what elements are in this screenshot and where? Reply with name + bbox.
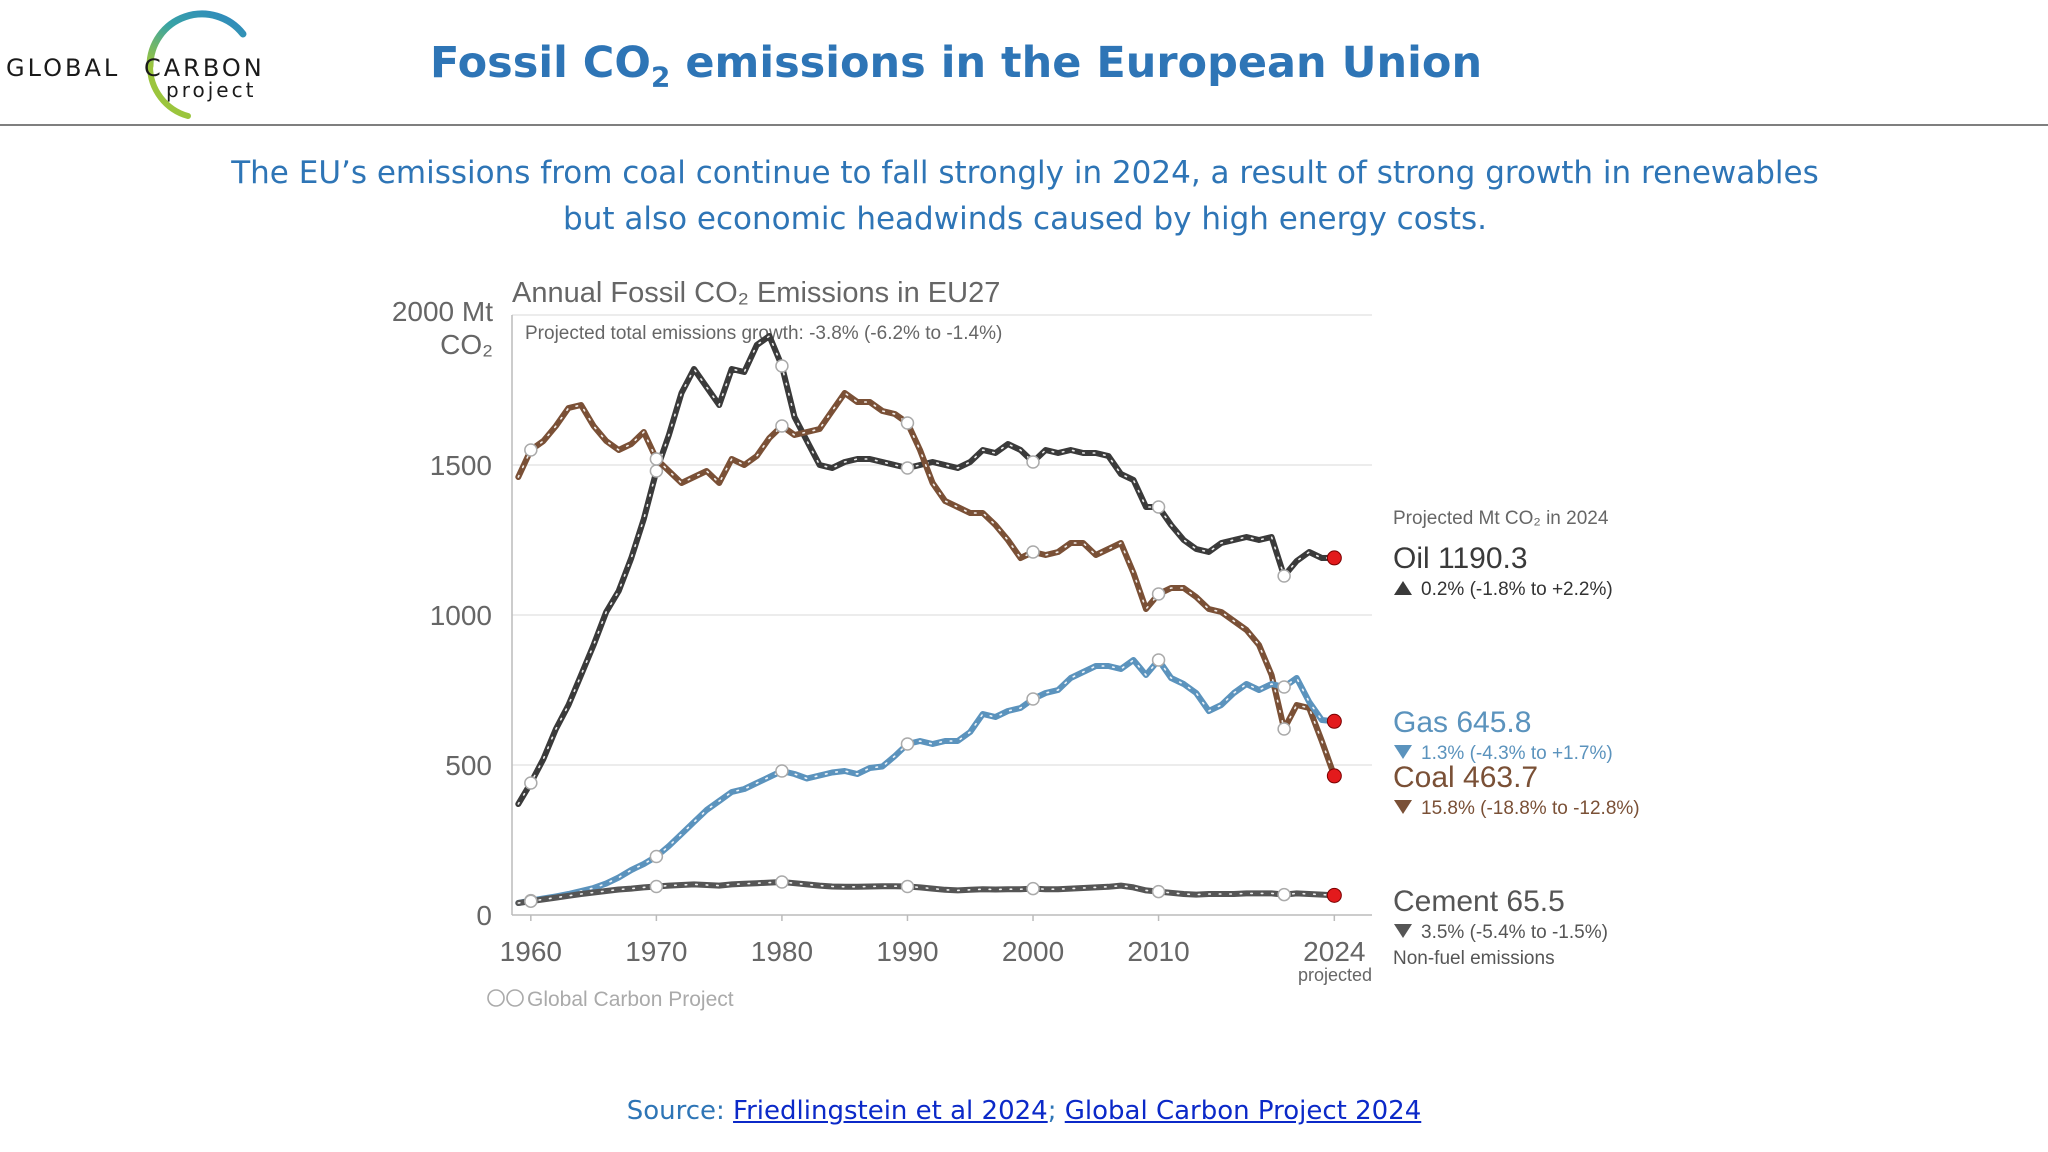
cc-license-icon: [487, 989, 505, 1007]
legend-label-coal: Coal 463.7: [1393, 761, 1538, 794]
chart-legend: Projected Mt CO₂ in 2024 Oil 1190.3 0.2% …: [1393, 508, 1640, 969]
data-point-oil: [900, 461, 915, 475]
series-dots-coal: [517, 391, 1336, 777]
y-axis-ticks: 1500 1000 500 0: [430, 450, 492, 931]
data-point-coal: [649, 452, 664, 466]
x-axis-ticks: 1960 1970 1980 1990 2000 2010 2024: [500, 915, 1365, 967]
projected-point-gas: [1326, 713, 1342, 729]
data-point-gas: [775, 764, 789, 778]
data-point-cement: [649, 879, 664, 894]
triangle-down-icon: [1394, 924, 1412, 938]
x-tick-label: 1960: [500, 936, 562, 967]
data-point-oil: [775, 359, 789, 373]
data-point-cement: [1026, 881, 1040, 896]
source-prefix: Source:: [626, 1096, 734, 1126]
x-tick-projected-note: projected: [1298, 965, 1372, 985]
global-carbon-project-logo: GLOBAL CARBON project: [0, 0, 300, 124]
data-point-coal: [900, 416, 915, 430]
x-tick-label: 1990: [876, 936, 938, 967]
chart-credit-text: Global Carbon Project: [527, 988, 734, 1011]
y-axis-label-line2: CO₂: [440, 329, 493, 360]
slide-subtitle: The EU’s emissions from coal continue to…: [150, 150, 1900, 242]
logo-word-project: project: [166, 78, 257, 102]
legend-growth-oil: 0.2% (-1.8% to +2.2%): [1421, 579, 1613, 600]
legend-label-oil: Oil 1190.3: [1393, 542, 1528, 575]
y-axis-label-line1: 2000 Mt: [392, 296, 493, 327]
series-line-coal: [515, 390, 1338, 779]
slide-title-rest: emissions in the European Union: [670, 38, 1483, 88]
data-point-oil: [1277, 569, 1291, 583]
emissions-chart: Annual Fossil CO₂ Emissions in EU27 2000…: [392, 277, 1640, 1011]
series-line-gas: [515, 657, 1338, 906]
x-tick-label: 2000: [1002, 936, 1064, 967]
legend-label-cement: Cement 65.5: [1393, 885, 1565, 918]
projected-point-cement: [1326, 887, 1342, 903]
legend-growth-gas: 1.3% (-4.3% to +1.7%): [1421, 743, 1613, 764]
logo-arc-icon: [146, 10, 247, 119]
x-tick-label: 2024: [1303, 936, 1365, 967]
data-point-cement: [900, 879, 915, 894]
x-tick-label: 1970: [625, 936, 687, 967]
data-point-cement: [1151, 884, 1166, 899]
attribution-icon: [506, 989, 524, 1007]
legend-note-cement: Non-fuel emissions: [1393, 948, 1555, 969]
series-line-cement: [515, 879, 1338, 906]
data-point-coal: [1026, 545, 1040, 559]
chart-grid: [511, 314, 1372, 916]
slide-title-subscript: 2: [650, 60, 671, 94]
legend-header: Projected Mt CO₂ in 2024: [1393, 508, 1609, 529]
data-point-gas: [1277, 680, 1291, 694]
friedlingstein-link[interactable]: Friedlingstein et al 2024: [733, 1096, 1048, 1126]
y-tick-label: 500: [445, 750, 492, 781]
data-point-gas: [1026, 692, 1040, 706]
data-point-coal: [775, 419, 789, 433]
x-tick-label: 2010: [1127, 936, 1189, 967]
data-point-oil: [524, 776, 538, 790]
projected-point-coal: [1326, 768, 1342, 784]
legend-growth-cement: 3.5% (-5.4% to -1.5%): [1421, 922, 1608, 943]
data-point-cement: [524, 894, 538, 908]
y-tick-label: 1500: [430, 450, 492, 481]
triangle-down-icon: [1394, 800, 1412, 814]
data-point-gas: [1151, 653, 1166, 667]
title-divider: [0, 124, 2048, 126]
chart-series: [515, 333, 1342, 908]
projected-point-oil: [1326, 550, 1342, 566]
x-tick-label: 1980: [751, 936, 813, 967]
data-point-coal: [524, 443, 538, 457]
data-point-oil: [1026, 455, 1040, 469]
chart-title: Annual Fossil CO₂ Emissions in EU27: [512, 277, 1000, 309]
logo-word-carbon: CARBON: [144, 54, 265, 82]
chart-credit: Global Carbon Project: [487, 988, 734, 1011]
data-point-gas: [900, 737, 915, 751]
triangle-up-icon: [1394, 581, 1412, 595]
y-tick-label: 1000: [430, 600, 492, 631]
data-point-cement: [775, 875, 789, 889]
series-line-oil: [515, 333, 1338, 807]
source-citation: Source: Friedlingstein et al 2024; Globa…: [0, 1096, 2048, 1126]
legend-growth-coal: 15.8% (-18.8% to -12.8%): [1421, 798, 1640, 819]
logo-word-global: GLOBAL: [6, 54, 121, 82]
data-point-gas: [649, 849, 664, 864]
slide-title: Fossil CO2 emissions in the European Uni…: [430, 38, 1482, 94]
legend-label-gas: Gas 645.8: [1393, 706, 1531, 739]
data-point-coal: [1277, 722, 1291, 736]
series-dots-oil: [517, 334, 1336, 805]
triangle-down-icon: [1394, 745, 1412, 759]
y-tick-label: 0: [476, 900, 492, 931]
projected-total-growth: Projected total emissions growth: -3.8% …: [525, 323, 1002, 344]
subtitle-line-1: The EU’s emissions from coal continue to…: [231, 155, 1819, 191]
data-point-coal: [1151, 587, 1166, 601]
gcp-2024-link[interactable]: Global Carbon Project 2024: [1064, 1096, 1422, 1126]
subtitle-line-2: but also economic headwinds caused by hi…: [563, 201, 1487, 237]
source-separator: ;: [1047, 1096, 1065, 1126]
data-point-oil: [1151, 500, 1166, 514]
slide-title-main: Fossil CO: [430, 38, 651, 88]
data-point-cement: [1277, 887, 1291, 902]
